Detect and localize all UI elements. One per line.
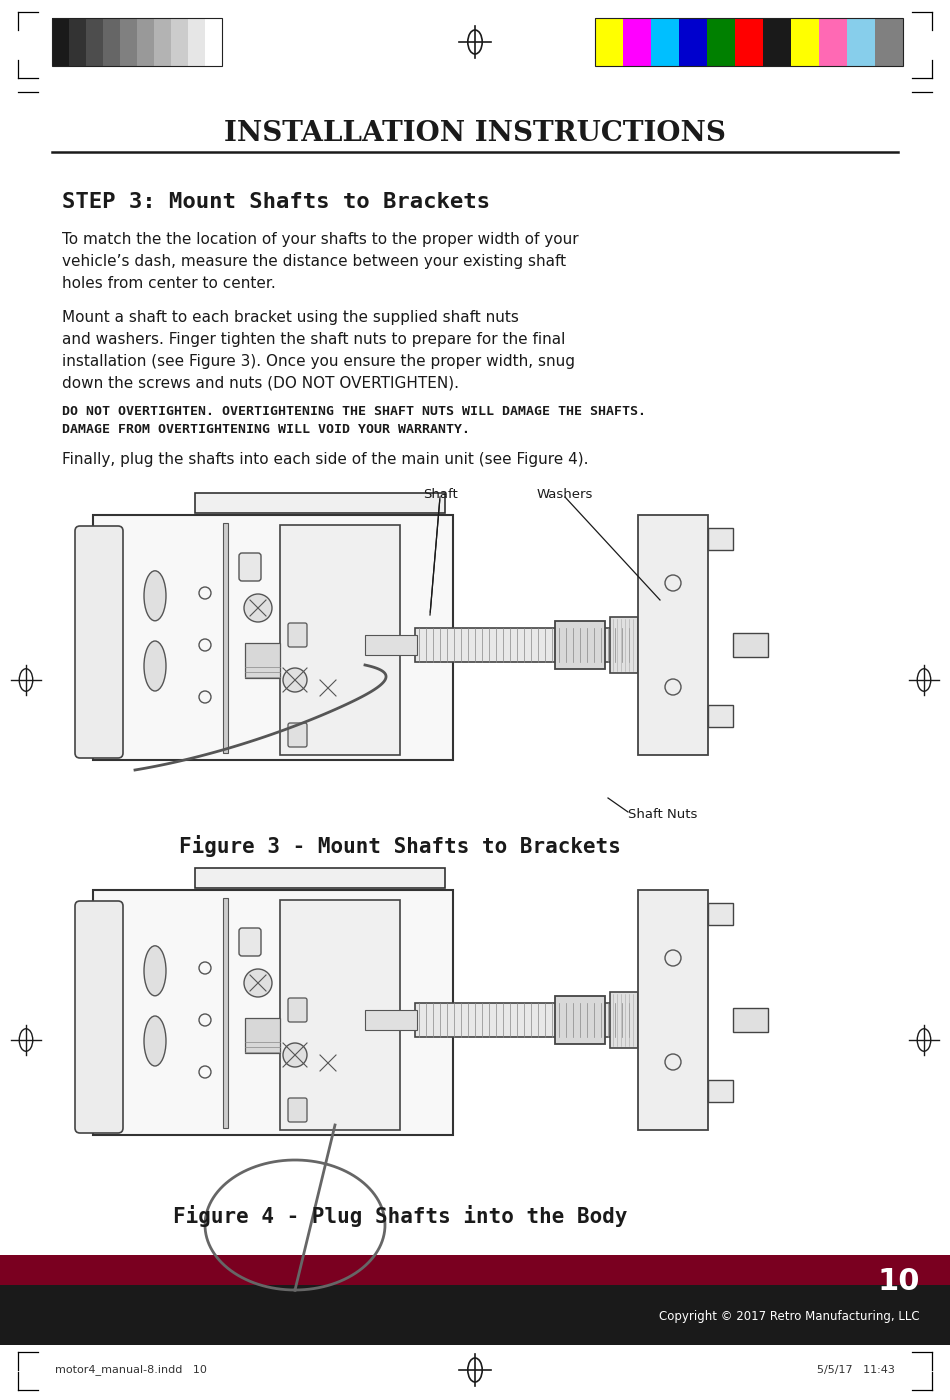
Bar bbox=[205, 18, 222, 66]
Bar bbox=[137, 18, 154, 66]
Bar bbox=[638, 515, 708, 755]
Bar bbox=[763, 18, 791, 66]
Text: 5/5/17   11:43: 5/5/17 11:43 bbox=[817, 1365, 895, 1375]
Text: holes from center to center.: holes from center to center. bbox=[62, 276, 276, 291]
Text: and washers. Finger tighten the shaft nuts to prepare for the final: and washers. Finger tighten the shaft nu… bbox=[62, 332, 565, 347]
Text: motor4_manual-8.indd   10: motor4_manual-8.indd 10 bbox=[55, 1365, 207, 1375]
Bar bbox=[610, 617, 638, 673]
Circle shape bbox=[314, 1049, 342, 1077]
Bar bbox=[52, 18, 69, 66]
Bar bbox=[791, 18, 819, 66]
Text: 10: 10 bbox=[878, 1267, 920, 1296]
Text: INSTALLATION INSTRUCTIONS: INSTALLATION INSTRUCTIONS bbox=[224, 120, 726, 147]
Bar bbox=[707, 18, 735, 66]
FancyBboxPatch shape bbox=[299, 928, 321, 956]
Bar bbox=[595, 18, 903, 66]
Bar bbox=[679, 18, 707, 66]
Bar bbox=[120, 18, 137, 66]
FancyBboxPatch shape bbox=[288, 623, 307, 647]
Text: down the screws and nuts (DO NOT OVERTIGHTEN).: down the screws and nuts (DO NOT OVERTIG… bbox=[62, 377, 459, 391]
Text: Figure 4 - Plug Shafts into the Body: Figure 4 - Plug Shafts into the Body bbox=[173, 1205, 627, 1226]
Ellipse shape bbox=[144, 946, 166, 995]
Bar bbox=[154, 18, 171, 66]
Bar bbox=[875, 18, 903, 66]
FancyBboxPatch shape bbox=[288, 1098, 307, 1121]
Bar bbox=[555, 995, 605, 1044]
Bar bbox=[555, 622, 605, 669]
Bar bbox=[733, 1008, 768, 1032]
Bar bbox=[93, 515, 453, 760]
Bar bbox=[0, 1254, 950, 1285]
Bar bbox=[223, 897, 228, 1128]
Bar bbox=[280, 900, 400, 1130]
Ellipse shape bbox=[144, 1016, 166, 1065]
Bar bbox=[0, 1285, 950, 1345]
Bar bbox=[708, 903, 733, 925]
Text: To match the the location of your shafts to the proper width of your: To match the the location of your shafts… bbox=[62, 232, 579, 246]
FancyBboxPatch shape bbox=[239, 553, 261, 581]
Bar bbox=[245, 643, 280, 678]
Text: Shaft Nuts: Shaft Nuts bbox=[628, 808, 697, 820]
Text: installation (see Figure 3). Once you ensure the proper width, snug: installation (see Figure 3). Once you en… bbox=[62, 354, 575, 370]
Bar bbox=[733, 633, 768, 657]
FancyBboxPatch shape bbox=[288, 998, 307, 1022]
Bar bbox=[245, 1018, 280, 1053]
Bar bbox=[69, 18, 86, 66]
Bar bbox=[415, 629, 635, 662]
Bar bbox=[623, 18, 651, 66]
Circle shape bbox=[244, 969, 272, 997]
Bar bbox=[735, 18, 763, 66]
Circle shape bbox=[244, 594, 272, 622]
FancyBboxPatch shape bbox=[75, 526, 123, 757]
Bar bbox=[610, 993, 638, 1049]
Bar bbox=[595, 18, 623, 66]
Bar bbox=[223, 524, 228, 753]
Ellipse shape bbox=[144, 641, 166, 692]
Bar bbox=[195, 868, 445, 888]
FancyBboxPatch shape bbox=[299, 553, 321, 581]
FancyBboxPatch shape bbox=[288, 722, 307, 748]
Text: Figure 3 - Mount Shafts to Brackets: Figure 3 - Mount Shafts to Brackets bbox=[179, 834, 621, 857]
Circle shape bbox=[283, 668, 307, 692]
Bar bbox=[651, 18, 679, 66]
Text: Washers: Washers bbox=[537, 489, 593, 501]
Bar bbox=[819, 18, 847, 66]
Bar bbox=[415, 1002, 635, 1037]
Bar bbox=[171, 18, 188, 66]
Bar bbox=[103, 18, 120, 66]
Bar bbox=[365, 636, 417, 655]
Bar bbox=[847, 18, 875, 66]
Bar bbox=[708, 528, 733, 550]
Ellipse shape bbox=[144, 571, 166, 620]
FancyBboxPatch shape bbox=[75, 902, 123, 1133]
Bar bbox=[52, 18, 222, 66]
Bar bbox=[195, 493, 445, 512]
Text: Copyright © 2017 Retro Manufacturing, LLC: Copyright © 2017 Retro Manufacturing, LL… bbox=[659, 1310, 920, 1323]
Text: vehicle’s dash, measure the distance between your existing shaft: vehicle’s dash, measure the distance bet… bbox=[62, 253, 566, 269]
Text: DAMAGE FROM OVERTIGHTENING WILL VOID YOUR WARRANTY.: DAMAGE FROM OVERTIGHTENING WILL VOID YOU… bbox=[62, 423, 470, 435]
Circle shape bbox=[314, 673, 342, 701]
Bar bbox=[708, 1079, 733, 1102]
Bar bbox=[365, 1009, 417, 1030]
Text: Mount a shaft to each bracket using the supplied shaft nuts: Mount a shaft to each bracket using the … bbox=[62, 309, 519, 325]
Bar bbox=[93, 890, 453, 1135]
Circle shape bbox=[283, 1043, 307, 1067]
Bar bbox=[188, 18, 205, 66]
Text: STEP 3: Mount Shafts to Brackets: STEP 3: Mount Shafts to Brackets bbox=[62, 192, 490, 211]
Bar bbox=[86, 18, 103, 66]
Text: Shaft: Shaft bbox=[423, 489, 457, 501]
Text: Finally, plug the shafts into each side of the main unit (see Figure 4).: Finally, plug the shafts into each side … bbox=[62, 452, 588, 468]
Text: DO NOT OVERTIGHTEN. OVERTIGHTENING THE SHAFT NUTS WILL DAMAGE THE SHAFTS.: DO NOT OVERTIGHTEN. OVERTIGHTENING THE S… bbox=[62, 405, 646, 419]
Bar bbox=[638, 890, 708, 1130]
Bar bbox=[708, 706, 733, 727]
FancyBboxPatch shape bbox=[239, 928, 261, 956]
Bar bbox=[280, 525, 400, 755]
